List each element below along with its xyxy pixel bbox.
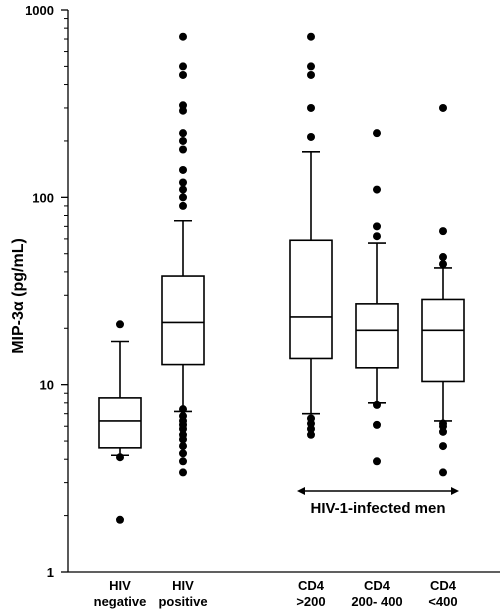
outlier-point: [307, 32, 315, 41]
x-category-label: CD4 >200: [296, 578, 325, 609]
outlier-point: [373, 232, 381, 241]
outlier-point: [439, 442, 447, 451]
outlier-point: [116, 320, 124, 329]
outlier-point: [179, 193, 187, 202]
outlier-point: [439, 253, 447, 262]
box-iqr: [355, 303, 399, 369]
outlier-point: [179, 165, 187, 174]
outlier-point: [307, 414, 315, 423]
outlier-point: [179, 412, 187, 421]
outlier-point: [307, 103, 315, 112]
outlier-point: [307, 70, 315, 79]
outlier-point: [307, 62, 315, 71]
outlier-point: [116, 515, 124, 524]
x-category-label: HIV negative: [94, 578, 147, 609]
outlier-point: [307, 430, 315, 439]
outlier-point: [439, 468, 447, 477]
outlier-point: [179, 430, 187, 439]
outlier-point: [307, 132, 315, 141]
outlier-point: [179, 70, 187, 79]
annotation-label: HIV-1-infected men: [310, 500, 445, 517]
box-group: [161, 32, 205, 477]
outlier-point: [179, 185, 187, 194]
box-group: [355, 129, 399, 466]
outlier-point: [116, 453, 124, 462]
outlier-point: [373, 457, 381, 466]
outlier-point: [373, 420, 381, 429]
box-group: [421, 103, 465, 477]
x-category-label: HIV positive: [158, 578, 207, 609]
outlier-point: [179, 62, 187, 71]
outlier-point: [179, 468, 187, 477]
box-iqr: [98, 397, 142, 449]
outlier-point: [439, 227, 447, 236]
y-tick-label: 1: [47, 565, 54, 580]
outlier-point: [179, 457, 187, 466]
outlier-point: [179, 145, 187, 154]
outlier-point: [179, 129, 187, 138]
box-group: [289, 32, 333, 439]
arrowhead-right-icon: [451, 487, 459, 495]
box-iqr: [161, 275, 205, 366]
x-category-label: CD4 <400: [428, 578, 457, 609]
x-category-label: CD4 200- 400: [351, 578, 402, 609]
outlier-point: [179, 101, 187, 110]
box-group: [98, 320, 142, 524]
outlier-point: [373, 185, 381, 194]
outlier-point: [179, 32, 187, 41]
outlier-point: [179, 201, 187, 210]
y-tick-label: 100: [32, 190, 54, 205]
arrowhead-left-icon: [297, 487, 305, 495]
outlier-point: [439, 419, 447, 428]
y-tick-label: 1000: [25, 3, 54, 18]
outlier-point: [373, 400, 381, 409]
box-iqr: [421, 298, 465, 383]
outlier-point: [179, 405, 187, 414]
axes: 1 10 100 1000: [25, 3, 500, 580]
outlier-point: [373, 129, 381, 138]
plot-area: HIV negative HIV positive CD4 >200 CD4 200- 400…: [94, 32, 465, 609]
outlier-point: [179, 449, 187, 458]
outlier-point: [179, 442, 187, 451]
annotation: HIV-1-infected men: [297, 487, 459, 517]
outlier-point: [179, 178, 187, 187]
y-tick-label: 10: [40, 378, 54, 393]
outlier-point: [373, 222, 381, 231]
outlier-point: [439, 103, 447, 112]
outlier-point: [179, 136, 187, 145]
box-iqr: [289, 239, 333, 360]
outlier-point: [439, 427, 447, 436]
outlier-point: [439, 260, 447, 269]
y-axis-title: MIP-3α (pg/mL): [10, 238, 27, 354]
